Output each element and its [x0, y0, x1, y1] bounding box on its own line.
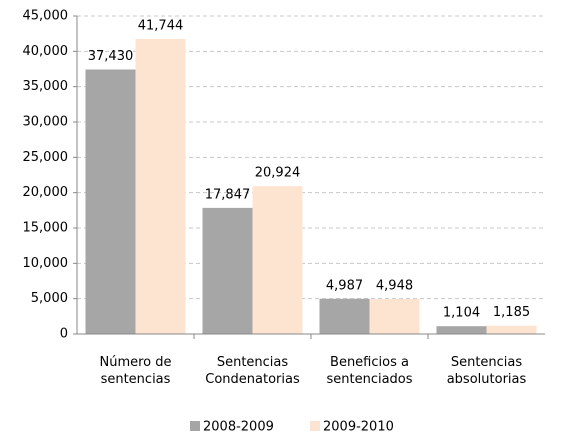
data-label: 1,104: [443, 306, 480, 321]
y-tick-label: 25,000: [23, 150, 69, 165]
legend-swatch: [190, 421, 200, 431]
y-tick-label: 30,000: [23, 115, 69, 130]
y-tick-label: 35,000: [23, 79, 69, 94]
bar: [319, 298, 370, 334]
data-label: 1,185: [493, 305, 530, 320]
bar: [85, 69, 136, 335]
y-tick-label: 20,000: [23, 185, 69, 200]
data-label: 17,847: [205, 187, 251, 202]
x-tick-label: Sentencias Condenatorias: [205, 355, 300, 387]
y-tick-label: 10,000: [23, 256, 69, 271]
y-tick-label: 0: [60, 327, 68, 342]
data-label: 4,987: [326, 278, 363, 293]
bar: [436, 326, 487, 334]
bar: [252, 186, 303, 334]
y-tick-label: 15,000: [23, 221, 69, 236]
bar: [202, 207, 253, 334]
data-label: 37,430: [88, 49, 134, 64]
legend-label: 2008-2009: [203, 420, 274, 435]
legend-label: 2009-2010: [323, 420, 394, 435]
data-label: 41,744: [138, 19, 184, 34]
legend-swatch: [310, 421, 320, 431]
x-tick-label: Sentencias absolutorias: [447, 355, 527, 387]
y-tick-label: 5,000: [31, 291, 68, 306]
bar: [135, 39, 186, 335]
data-label: 20,924: [255, 166, 301, 181]
bar: [486, 325, 537, 334]
x-tick-label: Número de sentencias: [99, 355, 171, 387]
bar: [369, 299, 420, 334]
data-label: 4,948: [376, 279, 413, 294]
y-tick-label: 45,000: [23, 9, 69, 24]
y-tick-label: 40,000: [23, 44, 69, 59]
x-tick-label: Beneficios a sentenciados: [326, 355, 412, 387]
